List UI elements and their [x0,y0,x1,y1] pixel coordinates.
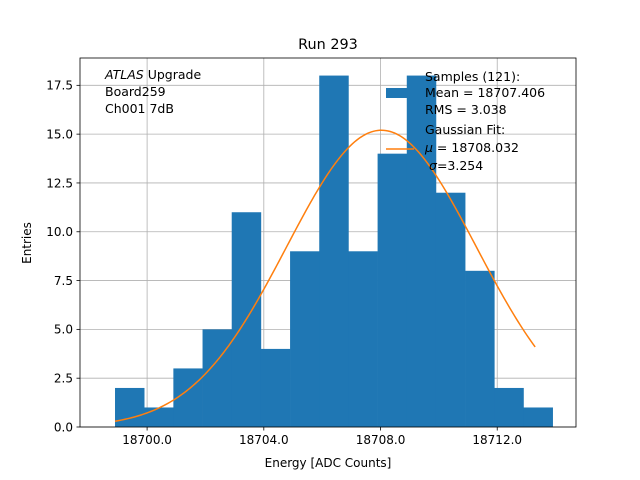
fit-curve [114,129,536,422]
y-tick-label: 2.5 [54,371,73,385]
histogram-bar [319,75,349,428]
histogram-bar [144,407,174,427]
histogram-bar [465,270,495,427]
legend-histogram-swatch [386,88,414,98]
y-tick-label: 0.0 [54,420,73,434]
legend-samples-mean: Mean = 18707.406 [425,85,545,100]
annotation-channel: Ch001 7dB [105,101,174,116]
y-tick-label: 17.5 [46,79,73,93]
y-tick-label: 10.0 [46,225,73,239]
annotation-board: Board259 [105,84,166,99]
annotation-upgrade: Upgrade [144,67,202,82]
y-tick-label: 15.0 [46,127,73,141]
legend-fit-mu: μ = 18708.032 [424,140,519,155]
histogram-bar [494,387,524,427]
legend-fit-title: Gaussian Fit: [425,122,505,137]
legend-sigma-value: =3.254 [437,158,483,173]
legend-samples-title: Samples (121): [425,69,520,84]
histogram-bar [202,329,233,427]
histogram-bar [290,251,320,427]
legend-fit-sigma: σ=3.254 [429,158,483,173]
legend-mu-symbol: μ [424,140,433,155]
histogram-bar [435,192,466,427]
legend-samples-rms: RMS = 3.038 [425,102,507,117]
x-axis-ticks: 18700.0 18704.0 18708.0 18712.0 [122,427,522,447]
legend-mu-value: = 18708.032 [433,140,519,155]
y-axis-ticks: 0.0 2.5 5.0 7.5 10.0 12.5 15.0 17.5 [46,79,80,434]
x-tick-label: 18708.0 [356,433,406,447]
atlas-annotation: ATLAS Upgrade Board259 Ch001 7dB [104,67,201,116]
gaussian-fit [114,129,536,422]
y-tick-label: 5.0 [54,323,73,337]
y-tick-label: 7.5 [54,274,73,288]
x-axis-label: Energy [ADC Counts] [265,456,392,470]
histogram-bar [377,153,408,427]
histogram-bar [406,75,437,428]
histogram-bar [348,251,378,427]
x-tick-label: 18712.0 [472,433,522,447]
annotation-atlas: ATLAS [104,67,144,82]
legend-sigma-symbol: σ [429,158,438,173]
x-tick-label: 18700.0 [122,433,172,447]
annotation-line-1: ATLAS Upgrade [104,67,201,82]
histogram-bars [115,75,553,428]
legend: Samples (121): Mean = 18707.406 RMS = 3.… [386,69,545,173]
histogram-bar [523,407,553,427]
y-axis-label: Entries [20,222,34,264]
chart-title: Run 293 [298,37,358,53]
x-tick-label: 18704.0 [239,433,289,447]
axes-frame [79,57,577,428]
y-tick-label: 12.5 [46,176,73,190]
histogram-bar [260,348,291,427]
